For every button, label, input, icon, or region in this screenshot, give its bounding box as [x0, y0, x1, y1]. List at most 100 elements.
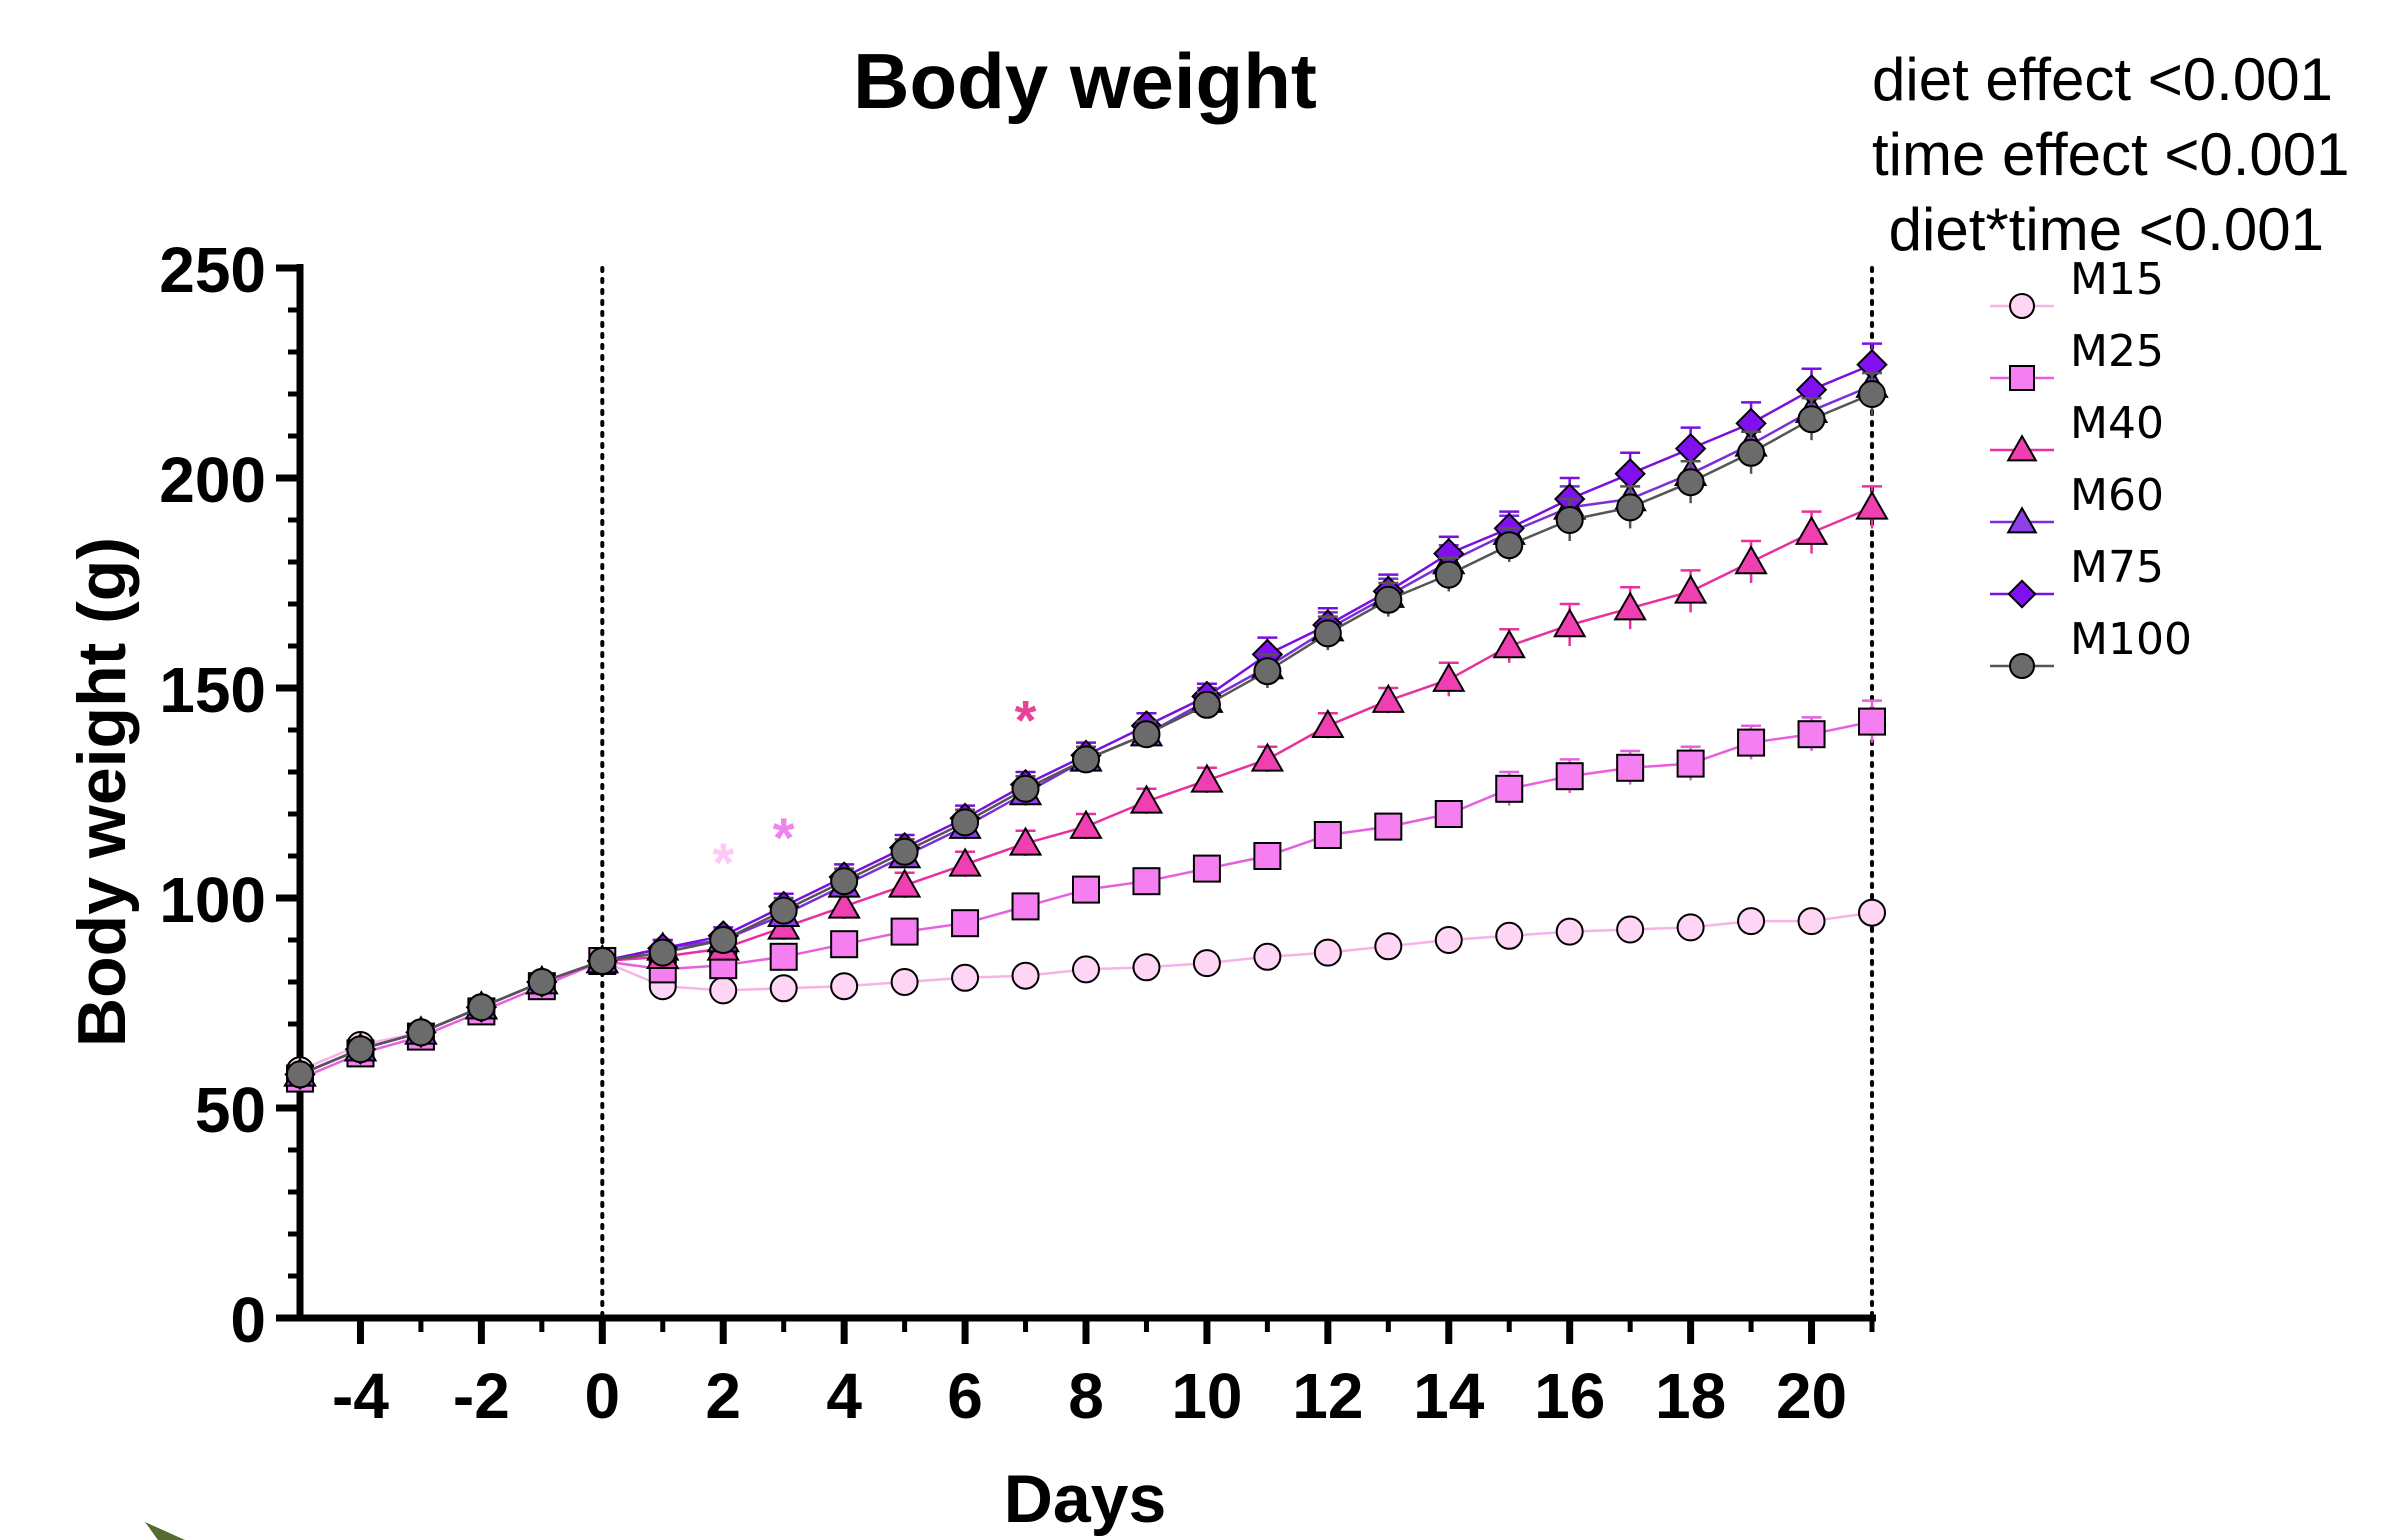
- data-point: [1495, 531, 1524, 560]
- data-point: [1072, 745, 1100, 774]
- chart-title: Body weight: [853, 37, 1317, 125]
- x-tick-label: 16: [1534, 1360, 1605, 1432]
- x-tick-label: 10: [1171, 1360, 1242, 1432]
- data-point: [948, 847, 982, 877]
- data-point: [648, 938, 677, 967]
- data-point: [830, 930, 859, 959]
- significance-mark: *: [712, 831, 734, 894]
- data-point: [467, 993, 496, 1022]
- data-point: [1737, 907, 1766, 936]
- data-point: [1797, 405, 1826, 434]
- data-point: [1011, 892, 1040, 921]
- data-point: [1313, 821, 1342, 849]
- data-point: [1737, 728, 1766, 757]
- legend-item-m15: M15: [1990, 254, 2164, 319]
- data-point: [1311, 708, 1345, 739]
- data-point: [1253, 657, 1282, 686]
- x-tick-label: -2: [453, 1360, 510, 1432]
- data-point: [1492, 629, 1526, 659]
- data-point: [1855, 490, 1889, 520]
- y-tick-label: 50: [195, 1074, 266, 1146]
- legend-item-m100: M100: [1990, 614, 2192, 679]
- data-point: [951, 963, 980, 992]
- data-point: [1250, 742, 1285, 772]
- data-point: [1553, 608, 1587, 638]
- legend-label: M15: [2070, 254, 2164, 305]
- x-tick-label: 6: [947, 1360, 983, 1432]
- data-point: [1495, 774, 1524, 803]
- data-point: [1676, 749, 1705, 778]
- legend-item-m25: M25: [1990, 326, 2164, 391]
- data-point: [1614, 458, 1646, 490]
- legend-marker: [2009, 293, 2035, 319]
- y-tick-label: 0: [230, 1284, 266, 1356]
- data-point: [769, 896, 798, 925]
- data-point: [1555, 917, 1584, 946]
- data-point: [1858, 898, 1886, 927]
- data-point: [1192, 949, 1221, 978]
- annotation-time-effect: time effect <0.001: [1872, 121, 2350, 188]
- data-point: [1858, 380, 1886, 408]
- data-point: [1734, 545, 1768, 575]
- stats-annotations: diet effect <0.001 time effect <0.001 di…: [1872, 46, 2350, 263]
- x-tick-label: 8: [1068, 1360, 1104, 1432]
- y-tick-label: 100: [159, 864, 266, 936]
- data-point: [1129, 784, 1164, 814]
- legend-label: M25: [2070, 326, 2164, 377]
- x-tick-label: 0: [585, 1360, 621, 1432]
- data-point: [1072, 875, 1100, 904]
- legend-marker: [2006, 506, 2038, 534]
- data-point: [1555, 762, 1584, 791]
- data-point: [769, 974, 798, 1003]
- data-point: [286, 1060, 314, 1089]
- data-point: [1434, 800, 1463, 828]
- y-tick-label: 150: [159, 654, 266, 726]
- y-axis-label: Body weight (g): [64, 537, 140, 1047]
- data-point: [1190, 763, 1224, 793]
- data-point: [1676, 913, 1705, 942]
- y-tick-label: 250: [159, 234, 266, 306]
- data-point: [1797, 720, 1826, 749]
- data-point: [1432, 662, 1466, 692]
- legend-marker: [2009, 653, 2035, 679]
- x-tick-label: -4: [332, 1360, 389, 1432]
- x-tick-label: 20: [1776, 1360, 1847, 1432]
- data-point: [709, 926, 738, 954]
- legend: M15 M25 M40 M60 M75 M100: [1990, 254, 2192, 679]
- leaf-decoration: [145, 1522, 185, 1540]
- data-point: [1434, 560, 1463, 589]
- data-point: [1374, 585, 1403, 614]
- data-point: [1313, 619, 1342, 648]
- data-point: [1132, 720, 1161, 749]
- data-point: [1008, 826, 1043, 856]
- data-point: [1495, 921, 1524, 950]
- data-point: [1858, 707, 1886, 736]
- data-point: [1616, 915, 1645, 944]
- data-point: [1794, 515, 1829, 545]
- data-point: [951, 909, 980, 938]
- legend-item-m60: M60: [1990, 470, 2164, 534]
- data-point: [1673, 574, 1708, 604]
- data-point: [1011, 961, 1040, 990]
- data-point: [1253, 942, 1282, 971]
- data-point: [1616, 493, 1645, 522]
- legend-label: M75: [2070, 542, 2164, 593]
- data-point: [1132, 953, 1161, 982]
- x-tick-label: 12: [1292, 1360, 1363, 1432]
- data-point: [830, 867, 859, 896]
- data-point: [1069, 809, 1103, 839]
- series-m100: [286, 371, 1886, 1089]
- x-tick-label: 4: [826, 1360, 862, 1432]
- data-point: [406, 1018, 435, 1047]
- data-point: [1616, 753, 1645, 782]
- significance-mark: *: [1015, 688, 1037, 751]
- data-point: [1434, 926, 1463, 954]
- data-point: [1555, 506, 1584, 534]
- data-point: [1613, 591, 1647, 621]
- data-point: [709, 976, 738, 1005]
- data-point: [1797, 907, 1826, 936]
- data-point: [1072, 955, 1100, 984]
- significance-mark: *: [773, 806, 795, 869]
- data-point: [346, 1035, 375, 1064]
